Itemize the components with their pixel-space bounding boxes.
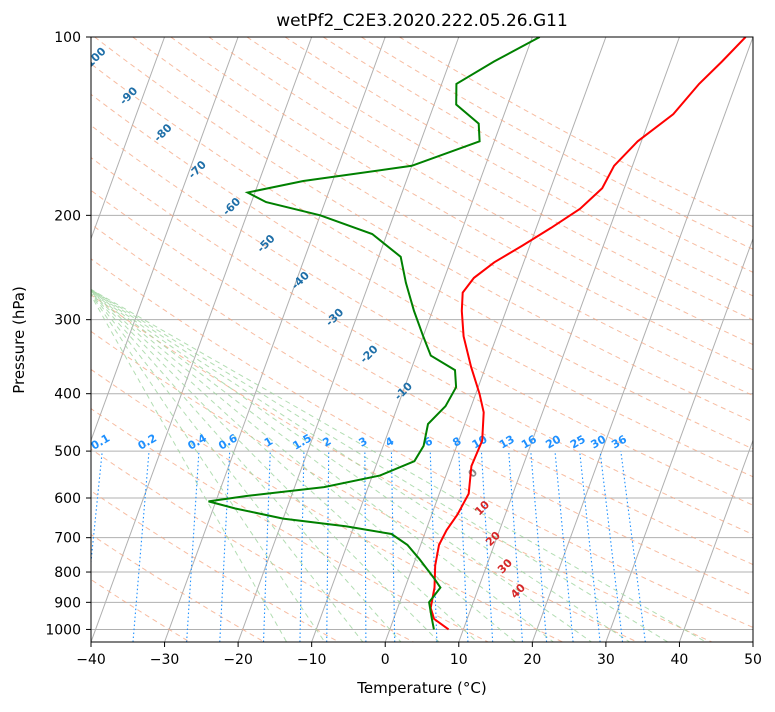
x-tick-label: −30 (150, 652, 180, 668)
mixing-ratio-line (391, 451, 394, 642)
x-axis-label: Temperature (°C) (356, 679, 486, 697)
isotherm-line (532, 37, 753, 642)
mixing-ratio-line (133, 451, 149, 642)
mixing-ratio-label: 1 (262, 435, 275, 450)
dry-adiabat-line (323, 37, 775, 642)
mixing-ratio-line (187, 451, 199, 642)
dry-adiabat-label: -70 (186, 158, 209, 181)
isotherm-line (606, 37, 775, 642)
x-tick-label: 20 (523, 652, 541, 668)
dry-adiabat-line (0, 37, 413, 642)
moist-adiabat-label: 30 (495, 556, 515, 576)
moist-adiabat-label: 40 (508, 581, 528, 601)
y-tick-label: 1000 (45, 622, 81, 638)
x-tick-label: −20 (223, 652, 253, 668)
isotherm-line (17, 37, 238, 642)
isotherm-line (385, 37, 606, 642)
mixing-ratio-line (459, 451, 468, 642)
dry-adiabat-label: -40 (289, 269, 312, 292)
mixing-ratio-label: 0.6 (216, 431, 240, 452)
dry-adiabat-line (0, 37, 637, 642)
y-axis-label: Pressure (hPa) (10, 286, 28, 394)
y-tick-label: 100 (54, 30, 81, 46)
y-tick-label: 700 (54, 531, 81, 547)
mixing-ratio-label: 1.5 (291, 432, 314, 453)
mixing-ratio-label: 4 (383, 434, 396, 449)
isotherm-line (312, 37, 533, 642)
moist-adiabat-line (0, 128, 706, 642)
mixing-ratio-line (580, 451, 600, 642)
isotherm-line (679, 37, 775, 642)
y-tick-label: 400 (54, 387, 81, 403)
dry-adiabat-line (247, 37, 775, 642)
y-tick-label: 900 (54, 595, 81, 611)
moist-adiabat-line (0, 128, 287, 642)
x-tick-label: 0 (381, 652, 390, 668)
x-tick-label: 10 (450, 652, 468, 668)
mixing-ratio-label: 13 (497, 433, 517, 452)
mixing-ratio-line (83, 451, 102, 642)
y-tick-label: 200 (54, 208, 81, 224)
x-tick-label: 30 (597, 652, 615, 668)
isotherm-line (753, 37, 775, 642)
y-tick-label: 300 (54, 313, 81, 329)
dry-adiabat-line (0, 37, 264, 642)
isotherm-line (459, 37, 680, 642)
x-tick-label: 50 (744, 652, 762, 668)
moist-adiabat-line (0, 128, 668, 642)
mixing-ratio-line (621, 451, 645, 642)
isotherm-line (165, 37, 386, 642)
isotherm-line (91, 37, 312, 642)
mixing-ratio-line (264, 451, 271, 642)
dry-adiabat-line (0, 37, 712, 642)
mixing-ratio-label: 36 (609, 432, 629, 451)
mixing-ratio-line (327, 451, 329, 642)
mixing-ratio-label: 8 (450, 435, 463, 450)
dry-adiabat-label: -20 (357, 342, 380, 365)
mixing-ratio-label: 16 (519, 432, 539, 451)
mixing-ratio-line (365, 451, 366, 642)
y-tick-label: 500 (54, 444, 81, 460)
y-tick-label: 600 (54, 491, 81, 507)
dry-adiabat-label: -10 (392, 379, 415, 402)
mixing-ratio-label: 25 (568, 433, 588, 452)
moist-adiabat-label: 20 (483, 529, 503, 549)
mixing-ratio-line (300, 451, 304, 642)
dry-adiabat-label: -30 (323, 306, 346, 329)
mixing-ratio-label: 3 (357, 435, 370, 450)
dry-adiabat-label: -90 (117, 84, 140, 107)
dry-adiabat-line (0, 37, 488, 642)
mixing-ratio-label: 30 (588, 432, 608, 451)
mixing-ratio-label: 2 (320, 435, 333, 450)
mixing-ratio-line (220, 451, 230, 642)
dry-adiabat-label: -60 (220, 195, 243, 218)
x-tick-label: −10 (297, 652, 327, 668)
mixing-ratio-line (555, 451, 573, 642)
moist-adiabat-label: 0 (466, 466, 481, 481)
dry-adiabat-label: -100 (80, 44, 109, 73)
y-tick-label: 800 (54, 565, 81, 581)
dry-adiabat-line (285, 37, 775, 642)
moist-adiabat-line (0, 128, 630, 642)
x-tick-label: 40 (671, 652, 689, 668)
chart-title: wetPf2_C2E3.2020.222.05.26.G11 (276, 11, 568, 31)
mixing-ratio-line (600, 451, 622, 642)
mixing-ratio-label: 20 (543, 432, 563, 451)
x-tick-label: −40 (76, 652, 106, 668)
mixing-ratio-label: 0.2 (136, 432, 159, 453)
dry-adiabat-line (95, 37, 775, 642)
